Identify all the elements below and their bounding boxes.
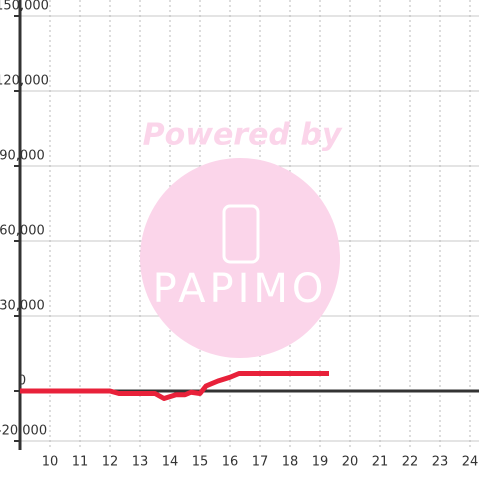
watermark-phone xyxy=(222,204,260,264)
x-tick-label: 11 xyxy=(72,455,89,470)
y-tick-label: 0 xyxy=(18,374,26,389)
y-tick-label: 90,000 xyxy=(0,149,45,164)
watermark: Powered by PAPIMO xyxy=(140,118,343,358)
watermark-circle xyxy=(140,158,340,358)
x-tick-label: 22 xyxy=(402,455,419,470)
watermark-title: Powered by xyxy=(143,118,343,153)
x-tick-label: 23 xyxy=(432,455,449,470)
y-tick-label: 30,000 xyxy=(0,299,45,314)
y-tick-label: -20,000 xyxy=(0,424,47,439)
x-tick-label: 18 xyxy=(282,455,299,470)
x-tick-label: 10 xyxy=(42,455,59,470)
x-tick-label: 17 xyxy=(252,455,269,470)
x-tick-label: 14 xyxy=(162,455,179,470)
y-tick-label: 120,000 xyxy=(0,74,49,89)
y-tick-label: 60,000 xyxy=(0,224,45,239)
watermark-logo: PAPIMO xyxy=(153,266,328,312)
x-tick-label: 13 xyxy=(132,455,149,470)
x-tick-label: 12 xyxy=(102,455,119,470)
x-tick-label: 21 xyxy=(372,455,389,470)
y-tick-label: 150,000 xyxy=(0,0,49,14)
x-tick-label: 15 xyxy=(192,455,209,470)
x-tick-label: 24 xyxy=(462,455,479,470)
x-tick-label: 20 xyxy=(342,455,359,470)
series-line xyxy=(20,371,329,401)
x-tick-label: 19 xyxy=(312,455,329,470)
x-tick-label: 16 xyxy=(222,455,239,470)
